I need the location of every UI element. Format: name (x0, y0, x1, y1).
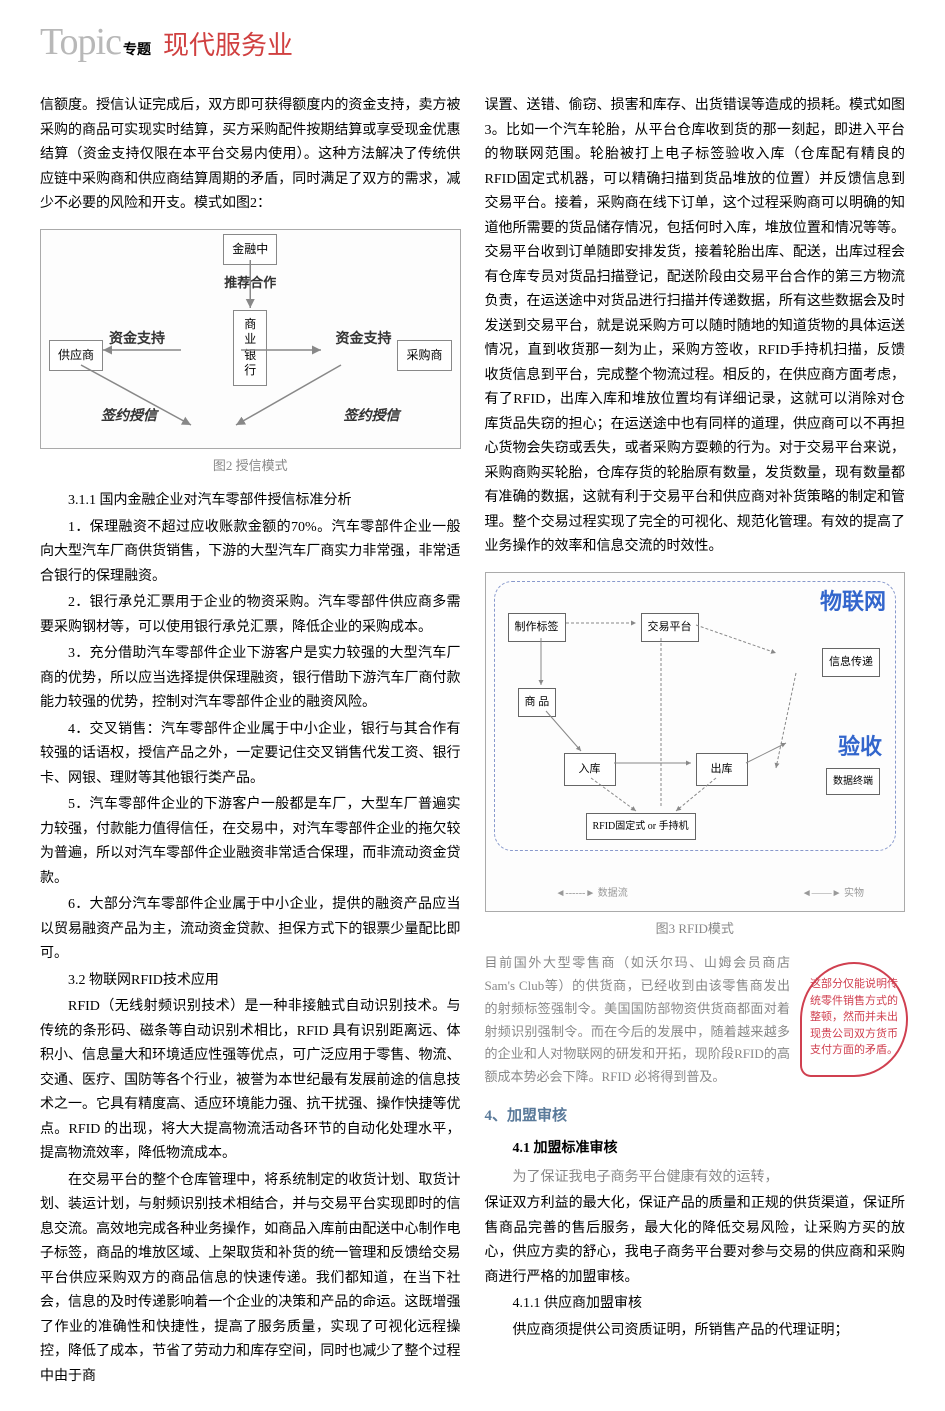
fig3-n7: 数据终端 (826, 768, 880, 796)
bubble-text: 这部分仅能说明传统零件销售方式的整顿，然而并未出现贵公司双方货币支付方面的矛盾。 (800, 962, 908, 1077)
fig3-arrow-2: ◄——► 实物 (802, 885, 864, 903)
s311-p2: 2．银行承兑汇票用于企业的物资采购。汽车零部件供应商多需要采购钢材等，可以使用银… (40, 591, 461, 640)
topic-logo: Topic (40, 20, 121, 64)
right-column: 误置、送错、偷窃、损害和库存、出货错误等造成的损耗。模式如图3。比如一个汽车轮胎… (485, 94, 906, 1391)
s411-p1: 供应商须提供公司资质证明，所销售产品的代理证明； (485, 1319, 906, 1344)
figure-3-caption: 图3 RFID模式 (485, 918, 906, 941)
fig2-node-left: 供应商 (49, 340, 103, 371)
fig2-node-top: 金融中 (223, 234, 277, 265)
fig3-n5: 入库 (564, 753, 616, 786)
fig3-n8: RFID固定式 or 手持机 (586, 813, 696, 841)
fig3-n2: 交易平台 (641, 613, 699, 642)
s311-title: 3.1.1 国内金融企业对汽车零部件授信标准分析 (40, 489, 461, 514)
s311-p4: 4．交叉销售：汽车零部件企业属于中小企业，银行与其合作有较强的话语权，授信产品之… (40, 718, 461, 792)
s32-p1: RFID（无线射频识别技术）是一种非接触式自动识别技术。与传统的条形码、磁条等自… (40, 995, 461, 1167)
s41-p1: 为了保证我电子商务平台健康有效的运转， (485, 1166, 906, 1191)
s411-title: 4.1.1 供应商加盟审核 (485, 1292, 906, 1317)
fig3-n1: 制作标签 (508, 613, 566, 642)
content-columns: 信额度。授信认证完成后，双方即可获得额度内的资金支持，卖方被采购的商品可实现实时… (40, 94, 905, 1391)
fig2-edge-bl: 签约授信 (101, 405, 157, 430)
fig2-node-center: 商业银行 (233, 310, 267, 386)
figure-3: 物联网 制作标签 交易平台 信息传递 商 品 入库 出库 验收 数据终端 RFI… (485, 572, 906, 941)
col1-p1: 信额度。授信认证完成后，双方即可获得额度内的资金支持，卖方被采购的商品可实现实时… (40, 94, 461, 217)
fig3-title-2: 验收 (838, 728, 882, 767)
annotation-bubble: 这部分仅能说明传统零件销售方式的整顿，然而并未出现贵公司双方货币支付方面的矛盾。 (800, 962, 910, 1092)
s32-title: 3.2 物联网RFID技术应用 (40, 969, 461, 994)
figure-2: 金融中 推荐合作 商业银行 供应商 采购商 资金支持 资金支持 签约授信 签约授… (40, 229, 461, 478)
left-column: 信额度。授信认证完成后，双方即可获得额度内的资金支持，卖方被采购的商品可实现实时… (40, 94, 461, 1391)
fig2-edge-left: 资金支持 (109, 328, 165, 353)
page-header: Topic 专题 现代服务业 (40, 20, 905, 64)
s32-p2: 在交易平台的整个仓库管理中，将系统制定的收货计划、取货计划、装运计划，与射频识别… (40, 1169, 461, 1390)
col2-p1: 误置、送错、偷窃、损害和库存、出货错误等造成的损耗。模式如图3。比如一个汽车轮胎… (485, 94, 906, 560)
s41-p2: 保证双方利益的最大化，保证产品的质量和正规的供货渠道，保证所售商品完善的售后服务… (485, 1192, 906, 1290)
fig2-edge-right: 资金支持 (336, 328, 392, 353)
fig3-n6: 出库 (696, 753, 748, 786)
fig2-edge-top: 推荐合作 (224, 272, 276, 295)
fig2-edge-br: 签约授信 (344, 405, 400, 430)
fig3-arrow-1: ◄------► 数据流 (556, 885, 628, 903)
s311-p6: 6．大部分汽车零部件企业属于中小企业，提供的融资产品应当以贸易融资产品为主，流动… (40, 893, 461, 967)
s4-title: 4、加盟审核 (485, 1103, 906, 1129)
s311-p1: 1．保理融资不超过应收账款金额的70%。汽车零部件企业一般向大型汽车厂商供货销售… (40, 516, 461, 590)
fig3-n4: 商 品 (518, 688, 557, 717)
fig3-n3: 信息传递 (822, 648, 880, 677)
figure-2-diagram: 金融中 推荐合作 商业银行 供应商 采购商 资金支持 资金支持 签约授信 签约授… (40, 229, 461, 449)
fig3-title-1: 物联网 (820, 583, 886, 622)
fig2-node-right: 采购商 (397, 340, 451, 371)
s41-title: 4.1 加盟标准审核 (485, 1137, 906, 1162)
s311-p3: 3．充分借助汽车零部件企业下游客户是实力较强的大型汽车厂商的优势，所以应当选择提… (40, 642, 461, 716)
topic-sub: 专题 (123, 39, 151, 59)
annotation-block: 目前国外大型零售商（如沃尔玛、山姆会员商店 Sam's Club等）的供货商，已… (485, 952, 906, 1089)
figure-3-diagram: 物联网 制作标签 交易平台 信息传递 商 品 入库 出库 验收 数据终端 RFI… (485, 572, 906, 912)
header-title: 现代服务业 (163, 25, 293, 62)
s311-p5: 5．汽车零部件企业的下游客户一般都是车厂，大型车厂普遍实力较强，付款能力值得信任… (40, 793, 461, 891)
figure-2-caption: 图2 授信模式 (40, 455, 461, 478)
